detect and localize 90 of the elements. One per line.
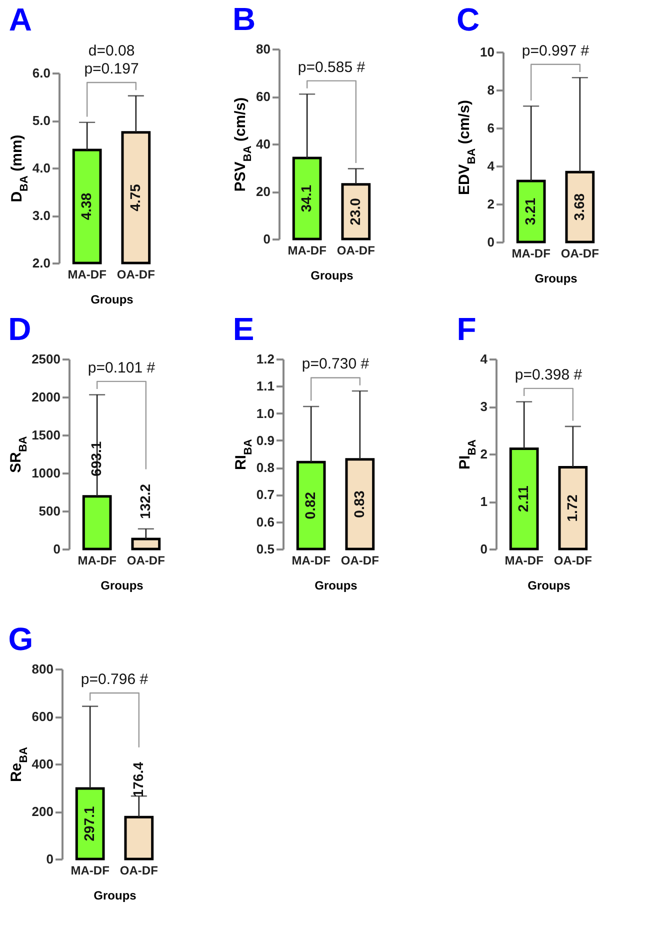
y-tick-label: 0.7 [256, 487, 274, 502]
data-label: 4.38 [78, 192, 94, 220]
y-tick-label: 4 [487, 158, 496, 174]
y-tick-label: 0 [46, 852, 54, 866]
y-tick-label: 500 [38, 504, 60, 518]
x-axis-title: Groups [94, 888, 137, 902]
chart-title: D [8, 311, 32, 347]
x-tick-label: OA-DF [560, 246, 599, 260]
data-label: 176.4 [130, 762, 146, 798]
y-tick-label: 1.2 [256, 352, 274, 366]
x-tick-label: MA-DF [512, 246, 550, 260]
y-tick-label: 3.0 [32, 208, 50, 223]
y-tick-label: 80 [256, 42, 270, 56]
y-tick-label: 4.0 [32, 160, 50, 176]
annotation: p=0.101 # [88, 359, 156, 376]
data-label: 297.1 [81, 806, 98, 842]
y-tick-label: 3 [480, 399, 488, 414]
y-tick-label: 600 [32, 709, 54, 724]
x-tick-label: MA-DF [292, 554, 330, 568]
y-tick-label: 8 [487, 82, 494, 98]
annotation: p=0.730 # [302, 356, 370, 373]
data-label: 2.11 [515, 485, 532, 512]
x-tick-label: OA-DF [120, 864, 158, 878]
chart-title: C [456, 1, 480, 38]
y-tick-label: 0.9 [256, 432, 274, 448]
x-axis-title: Groups [528, 578, 571, 592]
x-axis-title: Groups [534, 272, 578, 286]
data-label: 0.83 [350, 490, 367, 518]
annotation: p=0.585 # [298, 58, 366, 76]
y-tick-label: 1000 [32, 466, 60, 480]
x-tick-label: OA-DF [116, 268, 155, 282]
x-tick-label: OA-DF [336, 244, 375, 258]
x-tick-label: OA-DF [554, 554, 592, 568]
x-tick-label: OA-DF [340, 554, 379, 568]
x-tick-label: OA-DF [126, 554, 165, 568]
y-tick-label: 0 [53, 542, 60, 556]
annotation: p=0.997 # [522, 42, 590, 60]
chart-title: B [232, 1, 256, 37]
chart-title: E [232, 311, 254, 347]
y-tick-label: 60 [256, 89, 270, 104]
y-tick-label: 800 [32, 662, 54, 676]
chart-title: A [8, 2, 32, 38]
y-tick-label: 0 [263, 232, 270, 246]
y-tick-label: 2 [480, 446, 488, 462]
data-label: 693.1 [88, 441, 104, 476]
y-tick-label: 1 [480, 494, 488, 509]
y-tick-label: 2 [487, 196, 494, 212]
y-tick-label: 4 [480, 352, 488, 366]
x-tick-label: MA-DF [68, 268, 106, 282]
data-label: 3.21 [522, 198, 538, 226]
data-label: 23.0 [346, 198, 363, 226]
y-tick-label: 10 [480, 44, 494, 60]
y-tick-label: 0.6 [256, 514, 274, 530]
y-tick-label: 2.0 [32, 256, 50, 270]
text: d=0.08 [88, 42, 135, 60]
x-axis-title: Groups [90, 292, 134, 306]
y-tick-label: 200 [32, 804, 54, 819]
y-tick-label: 20 [256, 184, 270, 199]
chart-title: F [456, 311, 476, 347]
y-tick-label: 0.5 [256, 542, 274, 556]
data-label: 4.75 [126, 184, 143, 212]
x-tick-label: MA-DF [288, 244, 326, 258]
x-axis-title: Groups [100, 578, 144, 592]
y-tick-label: 1.0 [256, 406, 274, 421]
data-label: 3.68 [570, 193, 587, 221]
chart-title: G [8, 621, 34, 657]
y-tick-label: 2500 [32, 352, 60, 366]
y-tick-label: 2000 [32, 390, 60, 404]
y-tick-label: 1500 [32, 428, 60, 442]
y-tick-label: 0 [480, 542, 488, 556]
y-tick-label: 400 [32, 756, 54, 772]
data-label: 0.82 [302, 492, 318, 520]
y-tick-label: 1.1 [256, 378, 274, 394]
data-label: 132.2 [136, 484, 153, 519]
y-tick-label: 0.8 [256, 460, 274, 476]
x-tick-label: MA-DF [78, 554, 116, 568]
x-tick-label: MA-DF [504, 554, 544, 568]
y-tick-label: 6 [487, 120, 494, 136]
annotation: p=0.197 [84, 60, 139, 78]
annotation: p=0.398 # [514, 366, 583, 384]
y-tick-label: 6.0 [32, 66, 50, 80]
data-label: 34.1 [298, 184, 314, 212]
annotation: p=0.796 # [80, 670, 149, 688]
y-tick-label: 5.0 [32, 113, 50, 128]
y-tick-label: 40 [256, 136, 270, 152]
x-axis-title: Groups [314, 578, 358, 592]
x-tick-label: MA-DF [70, 864, 110, 878]
x-axis-title: Groups [310, 268, 354, 282]
y-tick-label: 0 [487, 234, 494, 250]
data-label: 1.72 [564, 494, 580, 522]
